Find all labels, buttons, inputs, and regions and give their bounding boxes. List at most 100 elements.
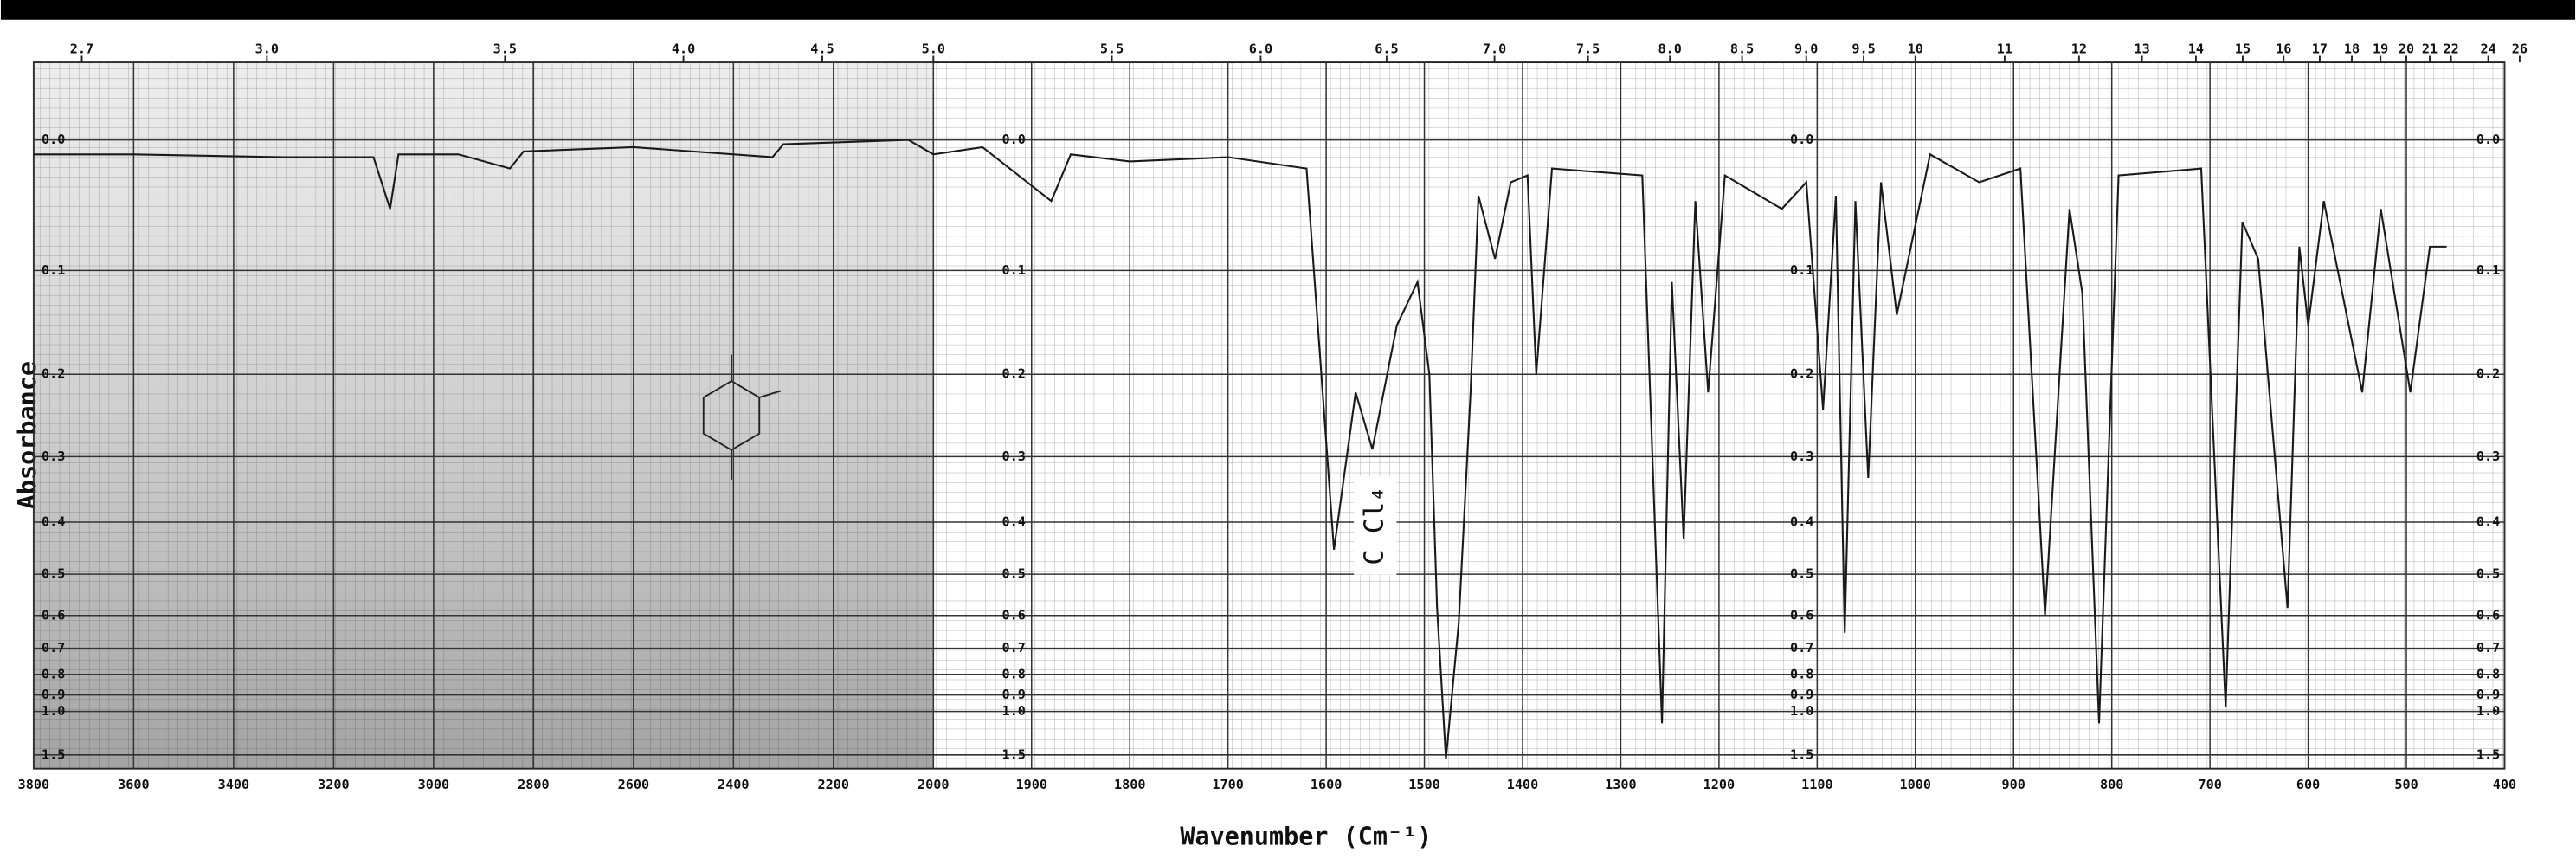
y-tick-label: 1.0	[42, 703, 65, 719]
y-tick-label: 0.1	[1790, 262, 1813, 278]
x2-tick-label: 6.5	[1375, 41, 1398, 56]
x2-tick-label: 2.7	[70, 41, 93, 56]
x2-tick-label: 5.0	[922, 41, 945, 56]
x-tick-label: 1400	[1507, 777, 1539, 792]
x-tick-label: 1500	[1408, 777, 1440, 792]
y-tick-label: 0.1	[2476, 262, 2500, 278]
y-tick-label: 0.5	[1790, 566, 1813, 582]
x-tick-label: 1200	[1703, 777, 1736, 792]
y-tick-label: 0.0	[2476, 132, 2500, 147]
y-tick-label: 0.6	[1790, 607, 1813, 623]
x2-tick-label: 3.5	[493, 41, 517, 56]
x2-tick-label: 9.5	[1852, 41, 1875, 56]
x2-tick-label: 4.5	[810, 41, 834, 56]
x-axis-label: Wavenumber (Cm⁻¹)	[1180, 822, 1432, 850]
x2-tick-label: 10	[1908, 41, 1923, 56]
x-tick-label: 400	[2493, 777, 2516, 792]
annotation: C Cl₄	[1359, 486, 1389, 565]
y-tick-label: 0.5	[42, 566, 65, 582]
y-tick-label: 0.2	[1790, 366, 1813, 382]
y-tick-label: 0.9	[1790, 687, 1813, 702]
x-tick-label: 800	[2100, 777, 2123, 792]
x-tick-label: 2600	[618, 777, 650, 792]
y-tick-label: 1.5	[1790, 746, 1813, 762]
x-tick-label: 2000	[918, 777, 950, 792]
x-tick-label: 1700	[1212, 777, 1244, 792]
y-tick-label: 0.3	[1002, 449, 1026, 464]
y-tick-label: 0.4	[1002, 514, 1026, 530]
x-tick-label: 1900	[1016, 777, 1048, 792]
y-tick-label: 0.0	[1002, 132, 1026, 147]
y-tick-label: 0.3	[1790, 449, 1813, 464]
y-tick-label: 1.5	[42, 746, 65, 762]
x2-tick-label: 8.0	[1658, 41, 1681, 56]
y-tick-label: 0.0	[1790, 132, 1813, 147]
y-tick-label: 0.4	[1790, 514, 1813, 530]
annotation-box	[1354, 476, 1397, 575]
x-tick-label: 600	[2296, 777, 2320, 792]
x-tick-label: 3600	[118, 777, 150, 792]
x2-tick-label: 3.0	[255, 41, 279, 56]
x2-tick-label: 5.5	[1100, 41, 1124, 56]
y-tick-label: 1.0	[1002, 703, 1026, 719]
x-tick-label: 2400	[718, 777, 750, 792]
y-tick-label: 1.0	[1790, 703, 1813, 719]
y-tick-label: 0.4	[42, 514, 65, 530]
x2-tick-label: 19	[2373, 41, 2388, 56]
x-tick-label: 3200	[318, 777, 350, 792]
x-tick-label: 2800	[518, 777, 550, 792]
header-bar	[0, 0, 2576, 20]
x2-tick-label: 8.5	[1730, 41, 1754, 56]
y-tick-label: 0.7	[42, 640, 65, 656]
x-tick-label: 1000	[1900, 777, 1932, 792]
x-tick-label: 2200	[818, 777, 850, 792]
x-tick-label: 1600	[1311, 777, 1343, 792]
y-tick-label: 1.0	[2476, 703, 2500, 719]
y-tick-label: 0.6	[2476, 607, 2500, 623]
x2-tick-label: 12	[2071, 41, 2087, 56]
x2-tick-label: 11	[1997, 41, 2012, 56]
x2-tick-label: 16	[2276, 41, 2291, 56]
x2-tick-label: 6.0	[1249, 41, 1272, 56]
x-tick-label: 3800	[18, 777, 50, 792]
x2-tick-label: 18	[2344, 41, 2360, 56]
x2-tick-label: 7.5	[1576, 41, 1600, 56]
y-tick-label: 0.8	[42, 666, 65, 681]
y-tick-label: 0.3	[42, 449, 65, 464]
x-tick-label: 3400	[218, 777, 250, 792]
x2-tick-label: 17	[2312, 41, 2328, 56]
spectrum-line	[33, 139, 2447, 759]
x-tick-label: 900	[2002, 777, 2025, 792]
x2-tick-label: 9.0	[1794, 41, 1818, 56]
x-tick-label: 1100	[1801, 777, 1832, 792]
x2-tick-label: 26	[2512, 41, 2528, 56]
y-tick-label: 0.2	[42, 366, 65, 382]
x-tick-label: 3000	[418, 777, 450, 792]
structure-sketch	[702, 354, 782, 480]
y-tick-label: 0.3	[2476, 449, 2500, 464]
x-tick-label: 1800	[1114, 777, 1146, 792]
y-tick-label: 0.8	[2476, 666, 2500, 681]
y-tick-label: 0.1	[1002, 262, 1026, 278]
y-tick-label: 0.5	[2476, 566, 2500, 582]
y-tick-label: 0.9	[2476, 687, 2500, 702]
y-tick-label: 0.8	[1002, 666, 1026, 681]
y-tick-label: 0.2	[2476, 366, 2500, 382]
x-tick-label: 1300	[1605, 777, 1637, 792]
x2-tick-label: 14	[2188, 41, 2204, 56]
x2-tick-label: 15	[2235, 41, 2251, 56]
x2-tick-label: 4.0	[672, 41, 695, 56]
y-tick-label: 0.9	[1002, 687, 1026, 702]
y-tick-label: 0.7	[1002, 640, 1026, 656]
y-tick-label: 0.1	[42, 262, 65, 278]
y-tick-label: 0.6	[42, 607, 65, 623]
y-tick-label: 0.9	[42, 687, 65, 702]
x2-tick-label: 22	[2443, 41, 2458, 56]
y-tick-label: 0.7	[1790, 640, 1813, 656]
y-tick-label: 1.5	[2476, 746, 2500, 762]
x2-tick-label: 20	[2399, 41, 2414, 56]
paper-shade	[33, 62, 934, 769]
y-tick-label: 0.5	[1002, 566, 1026, 582]
